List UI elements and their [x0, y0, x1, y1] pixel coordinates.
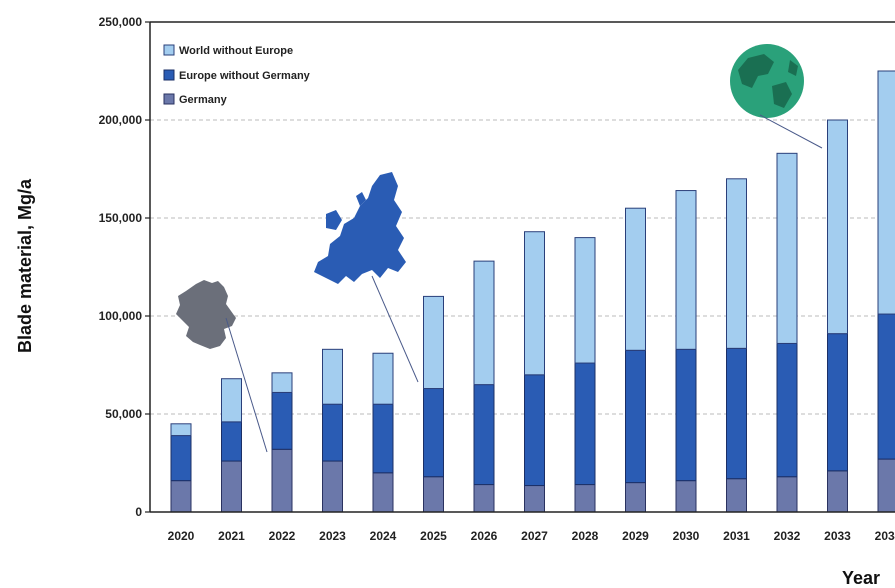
bar-segment-world-without-europe-2031 — [726, 178, 747, 349]
bar-segment-world-without-europe-2030 — [675, 190, 697, 350]
x-tick-label: 2021 — [218, 529, 245, 543]
x-axis-title: Year — [842, 568, 880, 588]
x-tick-label: 2030 — [673, 529, 700, 543]
x-tick-label: 2025 — [420, 529, 447, 543]
y-tick-label: 100,000 — [99, 309, 143, 323]
bar-segment-europe-without-germany-2024 — [372, 403, 394, 474]
legend-label-world: World without Europe — [179, 45, 293, 57]
legend-swatch-world — [163, 44, 175, 56]
y-tick-label: 200,000 — [99, 113, 143, 127]
bar-segment-europe-without-germany-2025 — [423, 388, 444, 478]
bar-segment-europe-without-germany-2031 — [726, 347, 747, 480]
bar-segment-world-without-europe-2023 — [322, 348, 343, 405]
x-tick-label: 2026 — [471, 529, 498, 543]
legend-swatch-germany — [163, 93, 175, 105]
x-tick-label: 2029 — [622, 529, 649, 543]
x-tick-label: 2033 — [824, 529, 851, 543]
globe-icon — [730, 44, 823, 149]
bar-segment-europe-without-germany-2020 — [170, 435, 192, 482]
y-tick-label: 50,000 — [105, 407, 142, 421]
bar-segment-world-without-europe-2032 — [776, 152, 798, 344]
bar-segment-world-without-europe-2034 — [877, 70, 895, 315]
bar-segment-germany-2023 — [322, 460, 343, 513]
bar-segment-europe-without-germany-2026 — [473, 384, 495, 486]
bar-segment-germany-2034 — [877, 458, 895, 513]
bar-segment-germany-2024 — [372, 472, 394, 513]
legend-label-germany: Germany — [179, 94, 228, 106]
bar-segment-germany-2029 — [625, 482, 646, 513]
bar-segment-europe-without-germany-2027 — [524, 374, 545, 487]
y-tick-label: 250,000 — [99, 15, 143, 29]
bar-segment-world-without-europe-2020 — [170, 423, 192, 437]
legend-swatch-europe — [163, 69, 175, 81]
bars — [170, 70, 895, 513]
bar-segment-germany-2027 — [524, 485, 545, 513]
x-tick-label: 2020 — [168, 529, 195, 543]
bar-segment-world-without-europe-2021 — [221, 378, 242, 423]
bar-segment-europe-without-germany-2034 — [877, 313, 895, 460]
bar-segment-world-without-europe-2028 — [574, 237, 596, 364]
bar-segment-europe-without-germany-2029 — [625, 349, 646, 484]
bar-segment-world-without-europe-2024 — [372, 352, 394, 405]
x-tick-label: 2024 — [370, 529, 397, 543]
y-tick-label: 0 — [135, 505, 142, 519]
bar-segment-world-without-europe-2022 — [271, 372, 293, 393]
bar-segment-europe-without-germany-2033 — [827, 333, 848, 472]
x-tick-label: 2023 — [319, 529, 346, 543]
bar-segment-europe-without-germany-2032 — [776, 342, 798, 478]
bar-segment-germany-2031 — [726, 478, 747, 513]
bar-segment-germany-2022 — [271, 448, 293, 513]
legend: World without Europe Europe without Germ… — [163, 44, 311, 106]
y-tick-label: 150,000 — [99, 211, 143, 225]
bar-segment-germany-2026 — [473, 484, 495, 513]
x-tick-label: 2027 — [521, 529, 548, 543]
bar-segment-germany-2028 — [574, 484, 596, 513]
bar-segment-world-without-europe-2033 — [827, 119, 848, 335]
bar-segment-germany-2033 — [827, 470, 848, 513]
x-tick-label: 2028 — [572, 529, 599, 543]
bar-segment-europe-without-germany-2023 — [322, 403, 343, 462]
x-axis-ticks: 2020 2021 2022 2023 2024 2025 2026 2027 2028 2029… — [168, 529, 895, 543]
bar-segment-germany-2032 — [776, 476, 798, 513]
bar-segment-germany-2025 — [423, 476, 444, 513]
x-tick-label: 2034 — [875, 529, 895, 543]
bar-segment-europe-without-germany-2021 — [221, 421, 242, 462]
bar-segment-germany-2020 — [170, 480, 192, 513]
bar-segment-germany-2021 — [221, 460, 242, 513]
germany-map-icon — [176, 280, 268, 453]
legend-label-europe: Europe without Germany — [179, 70, 311, 82]
bar-segment-germany-2030 — [675, 480, 697, 513]
y-axis-title: Blade material, Mg/a — [15, 178, 35, 353]
bar-segment-world-without-europe-2029 — [625, 207, 646, 351]
bar-segment-world-without-europe-2026 — [473, 260, 495, 386]
bar-segment-europe-without-germany-2028 — [574, 362, 596, 486]
gridlines — [150, 119, 895, 415]
x-tick-label: 2022 — [269, 529, 296, 543]
x-tick-label: 2031 — [723, 529, 750, 543]
bar-segment-europe-without-germany-2022 — [271, 391, 293, 450]
x-tick-label: 2032 — [774, 529, 801, 543]
bar-segment-world-without-europe-2025 — [423, 295, 444, 390]
y-axis-ticks: 0 50,000 100,000 150,000 200,000 250,000 — [99, 15, 150, 519]
bar-segment-world-without-europe-2027 — [524, 231, 545, 376]
europe-map-icon — [314, 172, 419, 383]
bar-segment-europe-without-germany-2030 — [675, 348, 697, 482]
